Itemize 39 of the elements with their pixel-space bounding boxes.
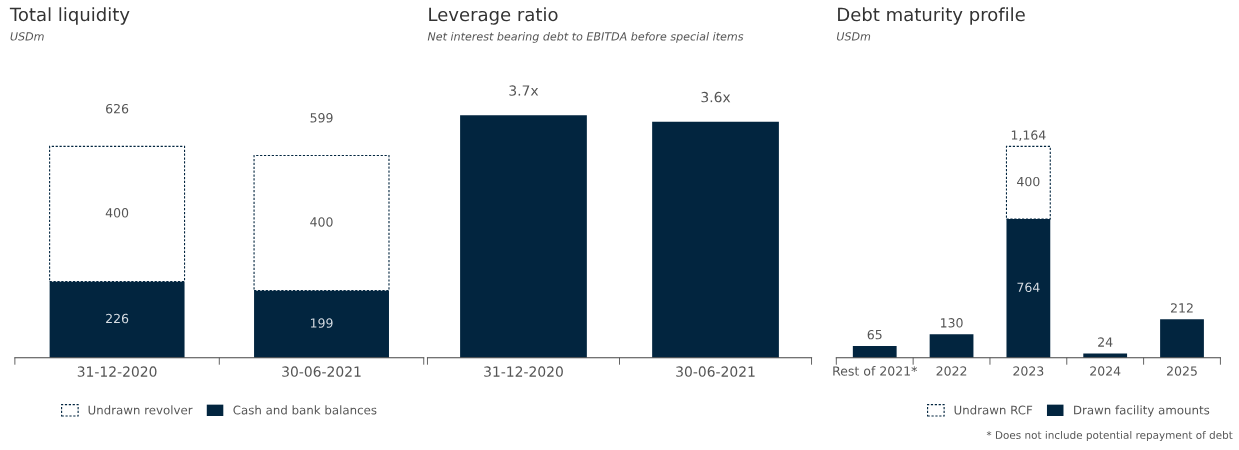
x-tick-label: 2024 [1090,366,1121,376]
data-label: 65 [867,329,882,340]
legend-label: Undrawn revolver [88,405,193,415]
legend-label: Drawn facility amounts [1074,405,1210,417]
data-label: 226 [106,313,129,324]
chart-subtitle: USDm [836,32,871,41]
bar [852,345,897,358]
chart-title: Total liquidity [9,7,130,25]
bar [929,334,974,358]
chart-title: Leverage ratio [429,7,558,25]
data-label: 400 [105,208,129,218]
x-tick-label: 31-12-2020 [484,366,563,377]
chart-title: Debt maturity profile [838,7,1025,25]
total-label: 1,164 [1011,130,1046,142]
text: * Does not include potential repayment of debt [986,430,1233,441]
legend-label: Undrawn RCF [954,405,1033,415]
data-label: 3.6x [701,91,731,103]
data-label: 212 [1170,303,1193,313]
data-label: 130 [941,318,963,328]
bar [1083,353,1128,358]
x-tick-label: 31-12-2020 [77,366,157,377]
data-label: 199 [310,318,333,328]
data-label: 24 [1098,337,1113,347]
x-tick-label: 30-06-2021 [282,366,361,377]
x-tick-label: 30-06-2021 [676,366,755,377]
x-tick-label: 2022 [936,366,967,376]
bar [1160,319,1204,358]
chart-subtitle: USDm [10,32,44,41]
total-label: 626 [106,103,129,114]
chart-subtitle: Net interest bearing debt to EBITDA before special items [427,32,744,43]
x-tick-label: 2023 [1013,366,1044,376]
legend-label: Cash and bank balances [233,405,377,415]
x-tick-label: 2025 [1167,366,1197,376]
data-label: 400 [310,217,333,227]
x-tick-label: Rest of 2021* [833,366,917,376]
data-label: 764 [1017,282,1040,293]
total-label: 599 [310,113,333,123]
data-label: 400 [1017,176,1040,187]
data-label: 3.7x [509,85,539,96]
